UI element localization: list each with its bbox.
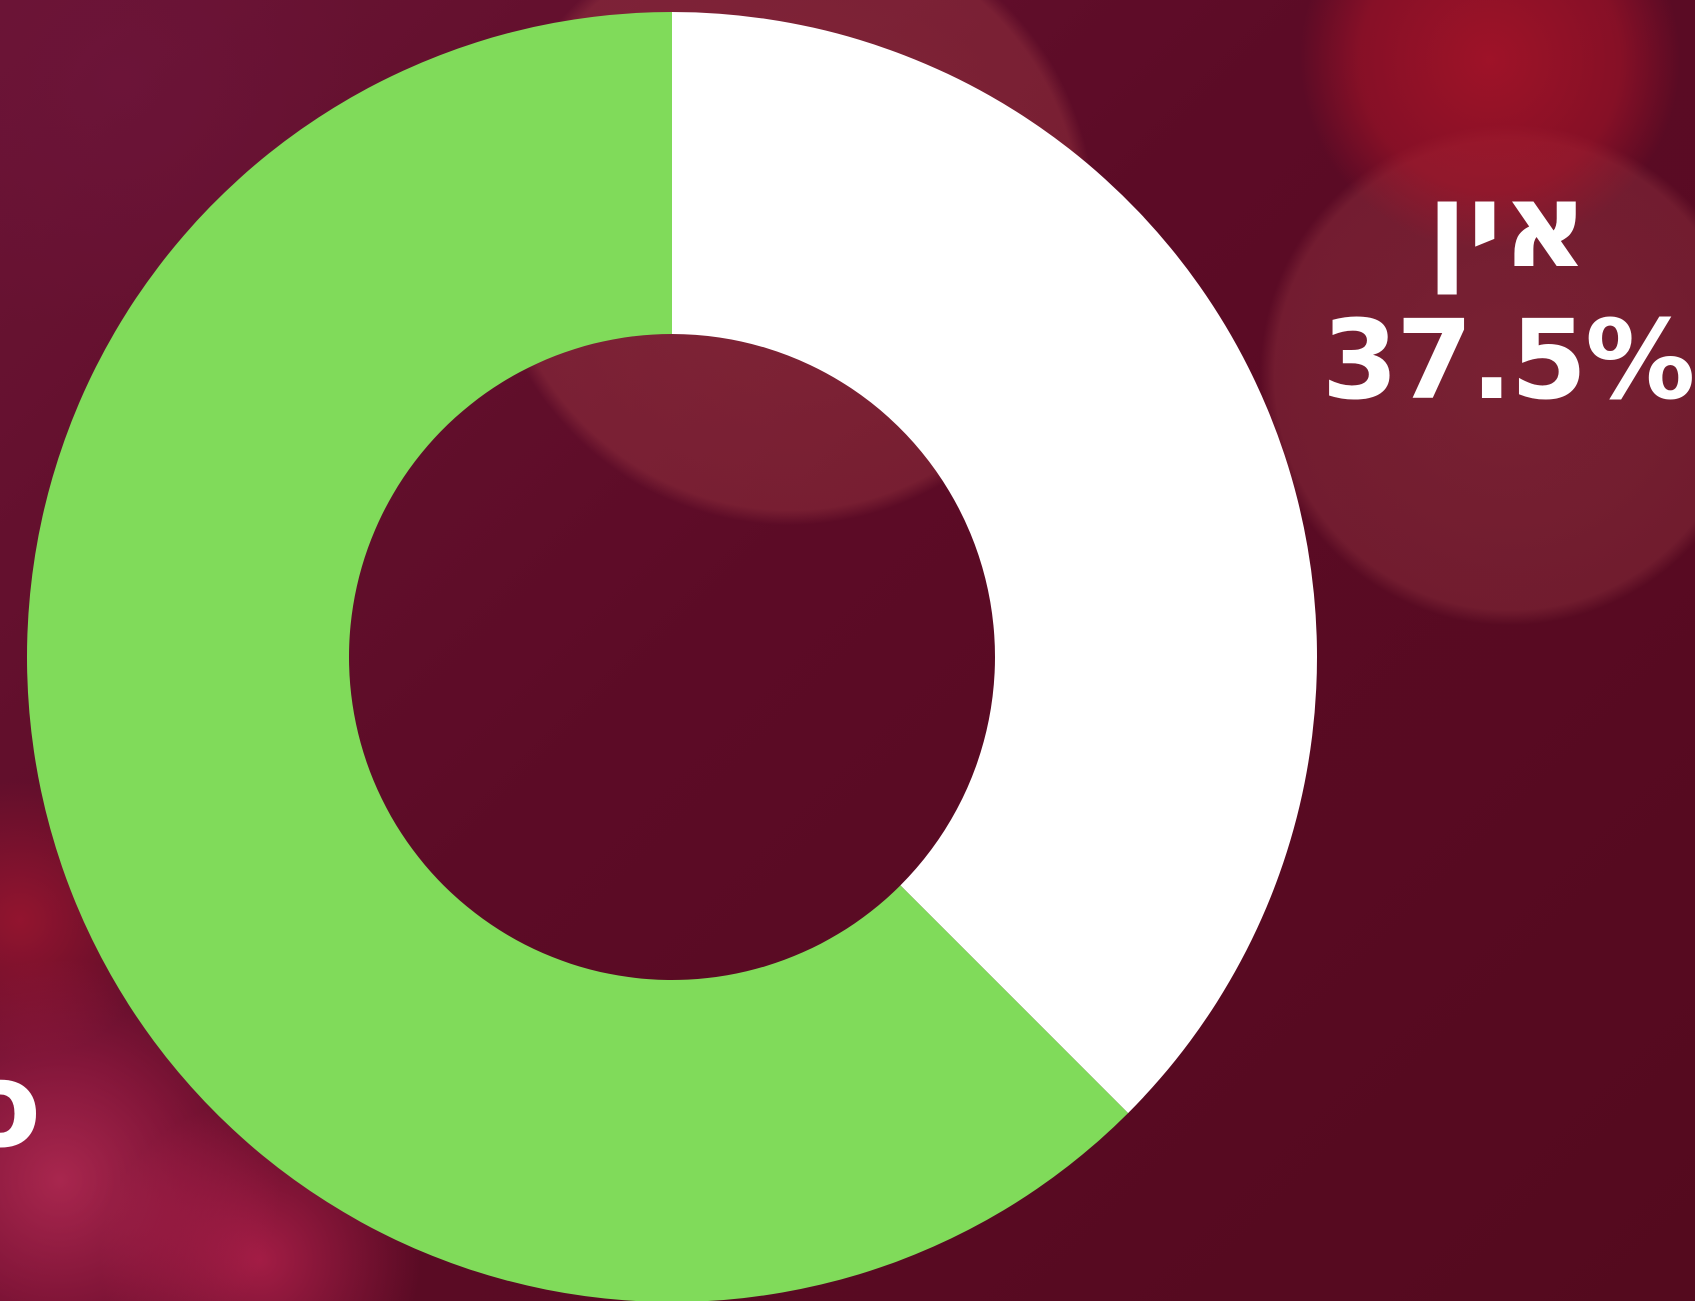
slice-label-none: אין 37.5% bbox=[1320, 160, 1695, 430]
cut-off-slice-label: o bbox=[0, 1036, 42, 1174]
donut-slice-0 bbox=[672, 12, 1318, 1114]
slice-label-name: אין bbox=[1426, 156, 1589, 294]
donut-slice-1 bbox=[26, 12, 1129, 1301]
slice-label-percent: 37.5% bbox=[1321, 296, 1695, 424]
